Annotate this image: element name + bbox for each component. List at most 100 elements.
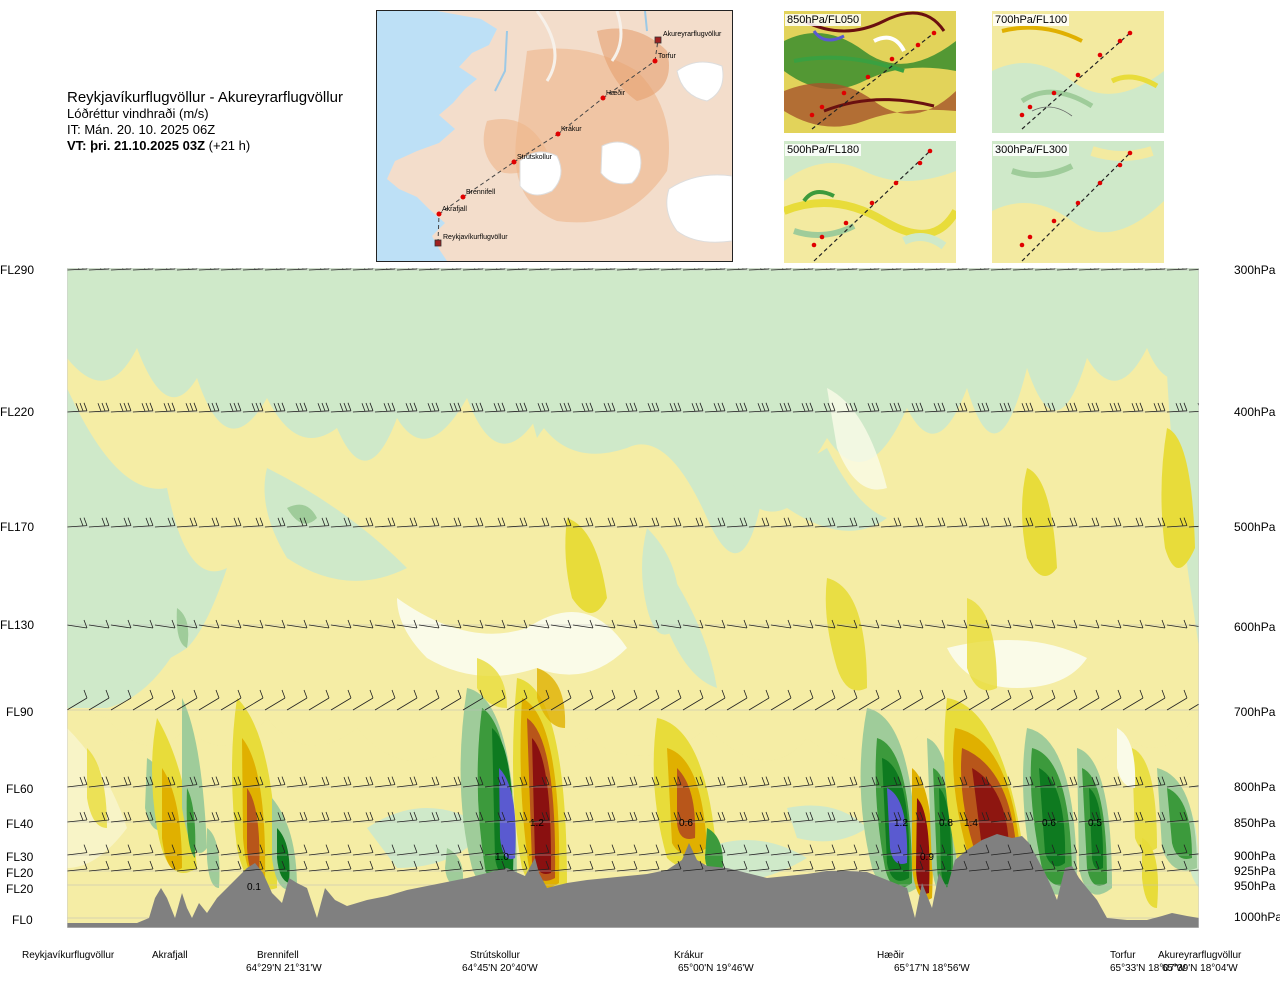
- wind-barb: [1188, 703, 1199, 711]
- pressure-label: 925hPa: [1234, 864, 1276, 878]
- wind-barb: [726, 776, 748, 788]
- wind-barb: [176, 860, 198, 872]
- wind-barb: [242, 776, 264, 788]
- wind-barb: [924, 811, 946, 823]
- route-map-svg: Akureyrarflugvöllur Torfur Hæðir Krákur …: [377, 11, 732, 261]
- wind-barb: [176, 811, 198, 823]
- wind-barb: [1012, 811, 1034, 823]
- station-label: Strútskollur: [470, 950, 521, 961]
- wind-barb: [880, 776, 902, 788]
- wind-barb: [352, 619, 374, 629]
- wind-barb: [1078, 689, 1100, 711]
- wind-barb: [1012, 402, 1034, 413]
- wind-barb: [836, 619, 858, 629]
- wind-barb: [484, 517, 506, 528]
- wind-barb: [67, 619, 88, 629]
- wind-barb: [1078, 811, 1100, 823]
- wind-barb: [990, 619, 1012, 629]
- wind-barb: [990, 689, 1012, 711]
- wind-barb: [132, 517, 154, 528]
- wind-barb: [462, 811, 484, 823]
- fl-label: FL290: [0, 263, 35, 277]
- wind-barb: [1078, 517, 1100, 528]
- wind-barb: [748, 811, 770, 823]
- wind-barb: [198, 619, 220, 629]
- wind-barb: [176, 776, 198, 788]
- wind-barb: [374, 402, 396, 413]
- wind-barb: [660, 689, 682, 711]
- wind-barb: [858, 860, 880, 872]
- wind-barb: [1166, 844, 1188, 856]
- wind-barb: [1100, 860, 1122, 872]
- wind-barb: [330, 402, 352, 413]
- wind-barb: [374, 811, 396, 823]
- wind-barb: [1034, 844, 1056, 856]
- wind-barb: [748, 619, 770, 629]
- station-label: Brennifell: [257, 950, 299, 961]
- wind-barb: [924, 619, 946, 629]
- wind-barb: [968, 689, 990, 711]
- station-coord: 65°39'N 18°04'W: [1162, 963, 1238, 974]
- wind-barb: [748, 844, 770, 856]
- wind-barb: [132, 811, 154, 823]
- wind-barb: [154, 402, 176, 413]
- wind-barb: [308, 811, 330, 823]
- wind-barb: [396, 619, 418, 629]
- wind-barb: [352, 776, 374, 788]
- wind-barb: [440, 860, 462, 872]
- wind-barb: [682, 811, 704, 823]
- wind-barb: [352, 402, 374, 413]
- wind-barb: [396, 860, 418, 872]
- wind-barb: [1056, 860, 1078, 872]
- wind-barb: [902, 619, 924, 629]
- wind-barbs: [67, 268, 1199, 872]
- wind-barb: [264, 402, 286, 413]
- wind-barb: [858, 844, 880, 856]
- wind-barb: [968, 811, 990, 823]
- wind-barb: [286, 517, 308, 528]
- wind-barb: [638, 689, 660, 711]
- wind-barb: [110, 689, 132, 711]
- wind-barb: [704, 689, 726, 711]
- value-annotation: 0.6: [1042, 818, 1056, 829]
- map-label-haedir: Hæðir: [606, 89, 626, 97]
- wind-barb: [67, 689, 88, 711]
- wind-barb: [572, 402, 594, 413]
- wind-barb: [748, 517, 770, 528]
- mini-map-700: 700hPa/FL100: [992, 11, 1164, 133]
- wind-barb: [726, 811, 748, 823]
- wind-barb: [550, 776, 572, 788]
- wind-barb: [1144, 619, 1166, 629]
- wind-barb: [792, 844, 814, 856]
- wind-barb: [308, 844, 330, 856]
- wind-barb: [770, 811, 792, 823]
- wind-barb: [308, 517, 330, 528]
- mini-map-label: 300hPa/FL300: [993, 144, 1070, 156]
- wind-barb: [616, 402, 638, 413]
- wind-barb: [726, 517, 748, 528]
- wind-barb: [572, 517, 594, 528]
- wind-barb: [1078, 776, 1100, 788]
- wind-barb: [88, 517, 110, 528]
- wind-barb: [880, 860, 902, 872]
- wind-barb: [1122, 619, 1144, 629]
- wind-barb: [462, 689, 484, 711]
- wind-barb: [418, 844, 440, 856]
- wind-barb: [330, 860, 352, 872]
- wind-barb: [308, 268, 330, 271]
- route-map: Akureyrarflugvöllur Torfur Hæðir Krákur …: [376, 10, 733, 262]
- wind-barb: [286, 860, 308, 872]
- wind-barb: [506, 517, 528, 528]
- wind-barb: [1100, 268, 1122, 271]
- mini-map-700-svg: [992, 11, 1164, 133]
- cross-section-svg: 0.1 1.0 1.2 0.6 1.2 0.9 0.8 1.4 0.6 0.5: [66, 267, 1200, 929]
- wind-barb: [286, 811, 308, 823]
- wind-barb: [198, 402, 220, 413]
- wind-barb: [836, 860, 858, 872]
- wind-barb: [704, 776, 726, 788]
- wind-barb: [1012, 689, 1034, 711]
- wind-barb: [462, 860, 484, 872]
- wind-barb: [462, 844, 484, 856]
- wind-barb: [550, 860, 572, 872]
- wind-barb: [242, 402, 264, 413]
